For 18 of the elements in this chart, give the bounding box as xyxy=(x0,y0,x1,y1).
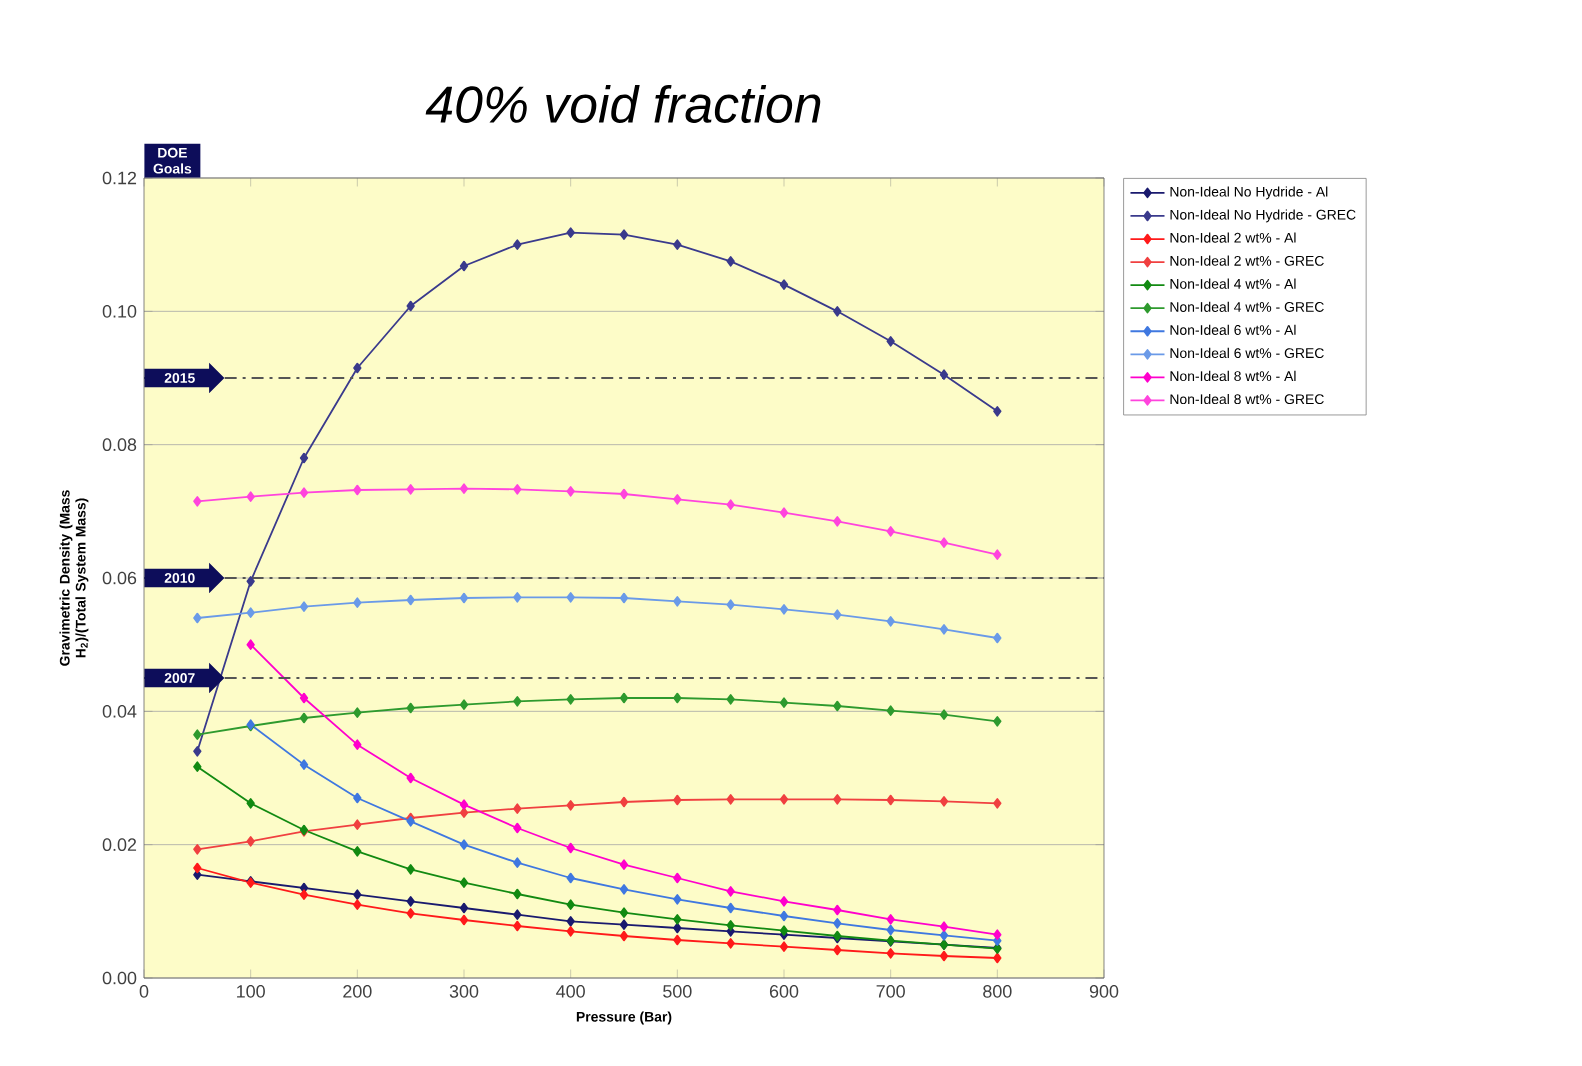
x-tick-label: 100 xyxy=(237,985,265,998)
y-tick-label: 0.12 xyxy=(102,171,137,185)
y-tick-label: 0.02 xyxy=(102,838,137,852)
x-tick-label: 400 xyxy=(556,985,585,998)
x-tick-label: 700 xyxy=(876,985,905,998)
y-tick-label: 0.00 xyxy=(102,971,137,985)
x-tick-label: 0 xyxy=(139,985,149,998)
x-tick-label: 500 xyxy=(663,985,692,998)
x-tick-label: 800 xyxy=(983,985,1012,998)
chart-title: 40% void fraction xyxy=(425,84,821,123)
x-tick-label: 900 xyxy=(1089,985,1119,998)
y-tick-label: 0.10 xyxy=(102,304,137,318)
y-tick-label: 0.08 xyxy=(102,438,137,452)
y-tick-label: 0.04 xyxy=(102,704,137,718)
x-tick-label: 600 xyxy=(769,985,799,998)
x-tick-label: 300 xyxy=(449,985,479,998)
y-tick-label: 0.06 xyxy=(102,571,137,585)
x-tick-label: 200 xyxy=(343,985,372,998)
